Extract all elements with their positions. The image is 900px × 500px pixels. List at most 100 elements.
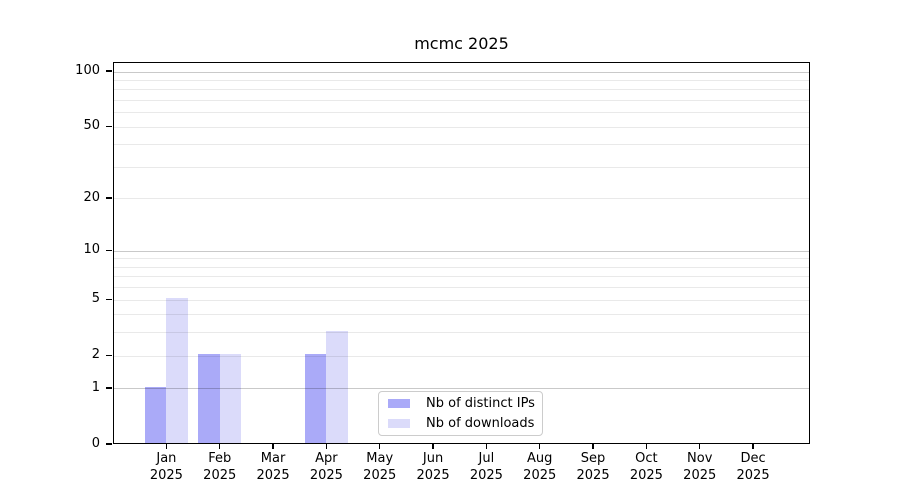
y-tick-label: 1 bbox=[91, 379, 100, 395]
minor-gridline bbox=[114, 266, 809, 268]
x-tick-month: Feb bbox=[208, 451, 232, 466]
y-tick-mark bbox=[106, 298, 112, 300]
x-tick-year: 2025 bbox=[736, 467, 770, 483]
minor-gridline bbox=[114, 332, 809, 334]
x-tick-label: Jul 2025 bbox=[454, 451, 518, 484]
x-tick-month: Jan bbox=[156, 451, 177, 466]
minor-gridline bbox=[114, 258, 809, 260]
x-tick-label: May 2025 bbox=[348, 451, 412, 484]
x-tick-mark bbox=[432, 444, 434, 449]
y-tick-label: 5 bbox=[91, 291, 100, 307]
x-tick-month: Apr bbox=[315, 451, 338, 466]
y-tick-label: 20 bbox=[83, 189, 100, 205]
bar-distinct-ips bbox=[198, 354, 220, 443]
minor-gridline bbox=[114, 287, 809, 289]
major-gridline bbox=[114, 250, 809, 252]
x-tick-year: 2025 bbox=[149, 467, 183, 483]
minor-gridline bbox=[114, 299, 809, 301]
x-tick-year: 2025 bbox=[256, 467, 290, 483]
x-tick-label: Sep 2025 bbox=[561, 451, 625, 484]
y-tick-label: 0 bbox=[91, 436, 100, 451]
major-gridline bbox=[114, 388, 809, 390]
major-gridline bbox=[114, 71, 809, 73]
minor-gridline bbox=[114, 355, 809, 357]
x-tick-label: Dec 2025 bbox=[721, 451, 785, 484]
y-tick-mark bbox=[106, 354, 112, 356]
y-tick-label: 50 bbox=[83, 118, 100, 134]
x-tick-year: 2025 bbox=[683, 467, 717, 483]
legend-label-downloads: Nb of downloads bbox=[426, 416, 535, 431]
minor-gridline bbox=[114, 89, 809, 91]
x-tick-mark bbox=[272, 444, 274, 449]
minor-gridline bbox=[114, 79, 809, 81]
bar-distinct-ips bbox=[144, 387, 167, 443]
x-tick-mark bbox=[645, 444, 648, 449]
x-tick-month: Sep bbox=[580, 451, 606, 466]
x-tick-mark bbox=[539, 444, 541, 449]
chart-title: mcmc 2025 bbox=[414, 34, 509, 53]
x-tick-label: Mar 2025 bbox=[241, 451, 305, 484]
x-tick-label: Jan 2025 bbox=[134, 451, 198, 484]
x-tick-month: Nov bbox=[687, 451, 713, 466]
x-tick-year: 2025 bbox=[203, 467, 237, 483]
x-tick-mark bbox=[379, 444, 381, 449]
x-tick-label: Jun 2025 bbox=[401, 451, 465, 484]
minor-gridline bbox=[114, 198, 809, 200]
x-tick-mark bbox=[485, 444, 488, 449]
y-tick-label: 100 bbox=[75, 63, 100, 79]
minor-gridline bbox=[114, 314, 809, 316]
x-tick-month: Jul bbox=[478, 451, 495, 466]
plot-area bbox=[113, 62, 810, 444]
bar-downloads bbox=[166, 298, 189, 443]
y-tick-mark bbox=[106, 249, 112, 251]
y-tick-label: 2 bbox=[91, 347, 100, 363]
x-tick-label: Nov 2025 bbox=[668, 451, 732, 484]
x-tick-month: Mar bbox=[260, 451, 286, 466]
minor-gridline bbox=[114, 126, 809, 128]
x-tick-mark bbox=[165, 444, 168, 449]
x-tick-year: 2025 bbox=[523, 467, 557, 483]
x-tick-mark bbox=[219, 444, 221, 449]
x-tick-label: Apr 2025 bbox=[294, 451, 358, 484]
bar-downloads bbox=[219, 354, 242, 443]
x-tick-month: Aug bbox=[527, 451, 553, 466]
x-tick-year: 2025 bbox=[363, 467, 397, 483]
legend-item-downloads: Nb of downloads bbox=[385, 415, 536, 432]
x-tick-year: 2025 bbox=[469, 467, 503, 483]
legend-label-distinct-ips: Nb of distinct IPs bbox=[426, 396, 535, 411]
x-tick-month: May bbox=[366, 451, 394, 466]
legend-swatch-distinct-ips-icon bbox=[388, 399, 410, 408]
legend-swatch-downloads-icon bbox=[388, 419, 410, 428]
x-tick-label: Aug 2025 bbox=[508, 451, 572, 484]
y-tick-mark bbox=[106, 197, 112, 199]
y-tick-mark bbox=[106, 70, 112, 72]
minor-gridline bbox=[114, 100, 809, 102]
plot-layer bbox=[114, 63, 809, 443]
minor-gridline bbox=[114, 167, 809, 168]
minor-gridline bbox=[114, 276, 809, 278]
x-tick-mark bbox=[592, 444, 594, 449]
x-tick-month: Jun bbox=[422, 451, 444, 466]
x-tick-month: Oct bbox=[635, 451, 658, 466]
y-tick-mark bbox=[106, 387, 112, 389]
x-tick-mark bbox=[752, 444, 754, 449]
x-tick-year: 2025 bbox=[309, 467, 343, 483]
x-tick-label: Feb 2025 bbox=[188, 451, 252, 484]
x-tick-year: 2025 bbox=[576, 467, 610, 483]
legend-item-distinct-ips: Nb of distinct IPs bbox=[385, 395, 536, 412]
legend: Nb of distinct IPs Nb of downloads bbox=[378, 391, 543, 436]
x-tick-year: 2025 bbox=[416, 467, 450, 483]
x-tick-label: Oct 2025 bbox=[614, 451, 678, 484]
x-tick-mark bbox=[699, 444, 701, 449]
minor-gridline bbox=[114, 112, 809, 114]
bar-distinct-ips bbox=[304, 354, 327, 443]
x-tick-year: 2025 bbox=[629, 467, 663, 483]
y-tick-mark bbox=[106, 125, 112, 127]
minor-gridline bbox=[114, 144, 809, 146]
x-tick-mark bbox=[325, 444, 328, 449]
y-tick-label: 10 bbox=[83, 242, 100, 258]
x-tick-month: Dec bbox=[740, 451, 766, 466]
bar-downloads bbox=[326, 330, 349, 443]
y-tick-mark bbox=[106, 443, 112, 445]
